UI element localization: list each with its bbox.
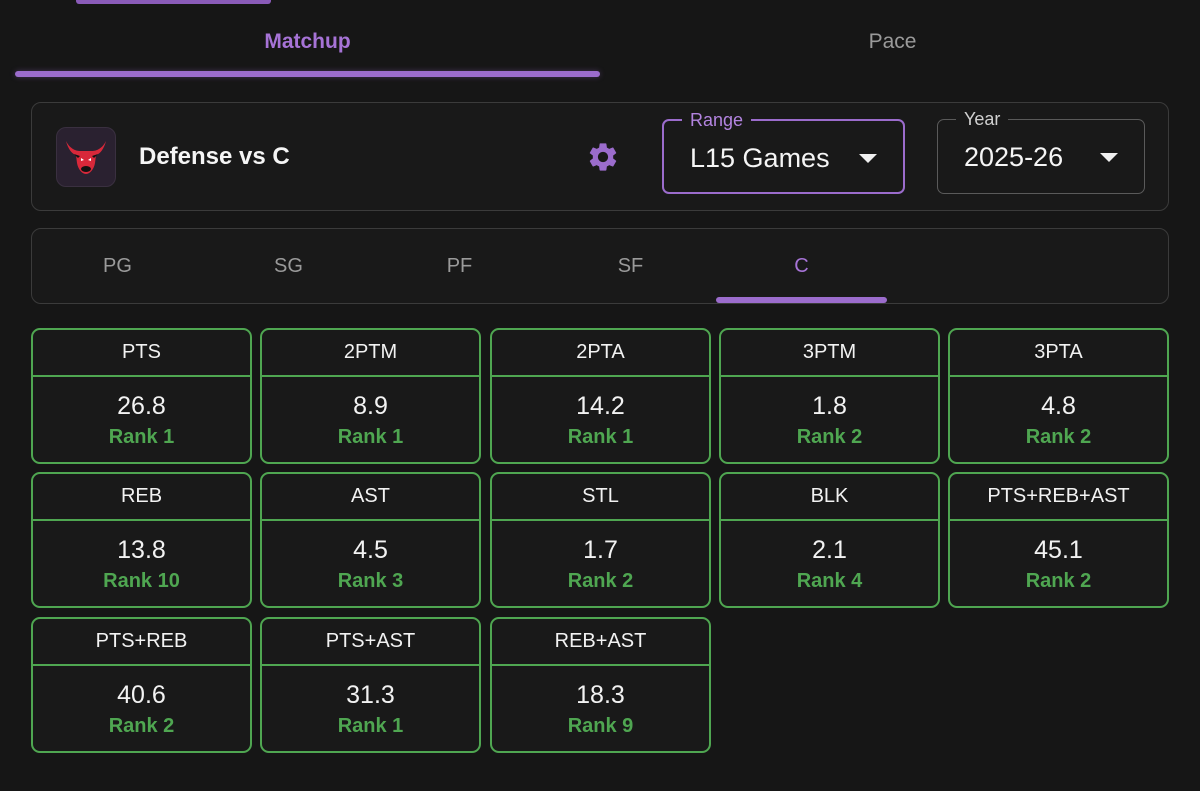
stat-value: 4.8	[1041, 392, 1076, 420]
stat-card: PTS+REB 40.6 Rank 2	[31, 617, 252, 753]
stat-label: 2PTA	[492, 330, 709, 377]
stat-value: 40.6	[117, 681, 166, 709]
stat-rank: Rank 2	[796, 426, 863, 448]
stat-label: PTS+REB	[33, 619, 250, 666]
stat-card: PTS 26.8 Rank 1	[31, 328, 252, 464]
stat-value: 2.1	[812, 536, 847, 564]
range-label: Range	[682, 109, 752, 131]
stat-card: STL 1.7 Rank 2	[490, 472, 711, 608]
range-select[interactable]: Range L15 Games	[662, 109, 905, 194]
tab-position-sg[interactable]: SG	[274, 255, 303, 277]
stat-label: BLK	[721, 474, 938, 521]
stat-label: 2PTM	[262, 330, 479, 377]
stat-label: REB	[33, 474, 250, 521]
stat-label: PTS+REB+AST	[950, 474, 1167, 521]
caret-down-icon	[1100, 153, 1118, 162]
stat-rank: Rank 4	[796, 570, 863, 592]
stat-card: REB 13.8 Rank 10	[31, 472, 252, 608]
stat-card: PTS+REB+AST 45.1 Rank 2	[948, 472, 1169, 608]
main-tabs: Matchup Pace	[0, 0, 1200, 80]
stat-value: 31.3	[346, 681, 395, 709]
stat-card: 2PTA 14.2 Rank 1	[490, 328, 711, 464]
stat-rank: Rank 1	[337, 426, 404, 448]
bull-icon	[66, 141, 106, 174]
stat-rank: Rank 3	[337, 570, 404, 592]
stat-card: 2PTM 8.9 Rank 1	[260, 328, 481, 464]
stat-rank: Rank 10	[103, 570, 180, 592]
year-label: Year	[956, 108, 1009, 130]
stat-rank: Rank 1	[108, 426, 175, 448]
stat-label: AST	[262, 474, 479, 521]
stat-value: 13.8	[117, 536, 166, 564]
top-tab-indicator-fragment	[76, 0, 271, 4]
tab-position-pf[interactable]: PF	[446, 255, 473, 277]
stat-card: PTS+AST 31.3 Rank 1	[260, 617, 481, 753]
stat-rank: Rank 2	[108, 715, 175, 737]
stat-label: PTS+AST	[262, 619, 479, 666]
stat-value: 26.8	[117, 392, 166, 420]
tab-position-c[interactable]: C	[794, 255, 809, 277]
defense-header-card: Defense vs C Range L15 Games Year 2025-2…	[31, 102, 1169, 211]
tab-position-pg[interactable]: PG	[103, 255, 132, 277]
tab-pace[interactable]: Pace	[868, 30, 917, 53]
tab-matchup[interactable]: Matchup	[264, 30, 351, 53]
stat-rank: Rank 2	[1025, 570, 1092, 592]
page-title: Defense vs C	[139, 143, 290, 170]
gear-icon[interactable]	[586, 140, 620, 174]
stat-card: AST 4.5 Rank 3	[260, 472, 481, 608]
stat-value: 8.9	[353, 392, 388, 420]
stat-label: STL	[492, 474, 709, 521]
stat-rank: Rank 2	[1025, 426, 1092, 448]
stat-value: 1.7	[583, 536, 618, 564]
stat-rank: Rank 2	[567, 570, 634, 592]
stat-value: 4.5	[353, 536, 388, 564]
year-value: 2025-26	[964, 142, 1064, 172]
stat-value: 1.8	[812, 392, 847, 420]
stat-value: 14.2	[576, 392, 625, 420]
stat-value: 18.3	[576, 681, 625, 709]
stat-card: 3PTM 1.8 Rank 2	[719, 328, 940, 464]
stat-rank: Rank 1	[567, 426, 634, 448]
stat-rank: Rank 9	[567, 715, 634, 737]
range-value: L15 Games	[690, 143, 830, 173]
stat-card: REB+AST 18.3 Rank 9	[490, 617, 711, 753]
year-select[interactable]: Year 2025-26	[937, 108, 1145, 194]
active-position-indicator	[716, 297, 887, 303]
tab-position-sf[interactable]: SF	[617, 255, 644, 277]
team-logo	[56, 127, 116, 187]
stat-label: 3PTA	[950, 330, 1167, 377]
stat-label: REB+AST	[492, 619, 709, 666]
active-tab-indicator	[15, 71, 600, 77]
position-tabs: PG SG PF SF C	[31, 228, 1169, 304]
stat-card: 3PTA 4.8 Rank 2	[948, 328, 1169, 464]
stat-label: PTS	[33, 330, 250, 377]
caret-down-icon	[859, 154, 877, 163]
stat-label: 3PTM	[721, 330, 938, 377]
stat-rank: Rank 1	[337, 715, 404, 737]
stat-value: 45.1	[1034, 536, 1083, 564]
stat-card: BLK 2.1 Rank 4	[719, 472, 940, 608]
